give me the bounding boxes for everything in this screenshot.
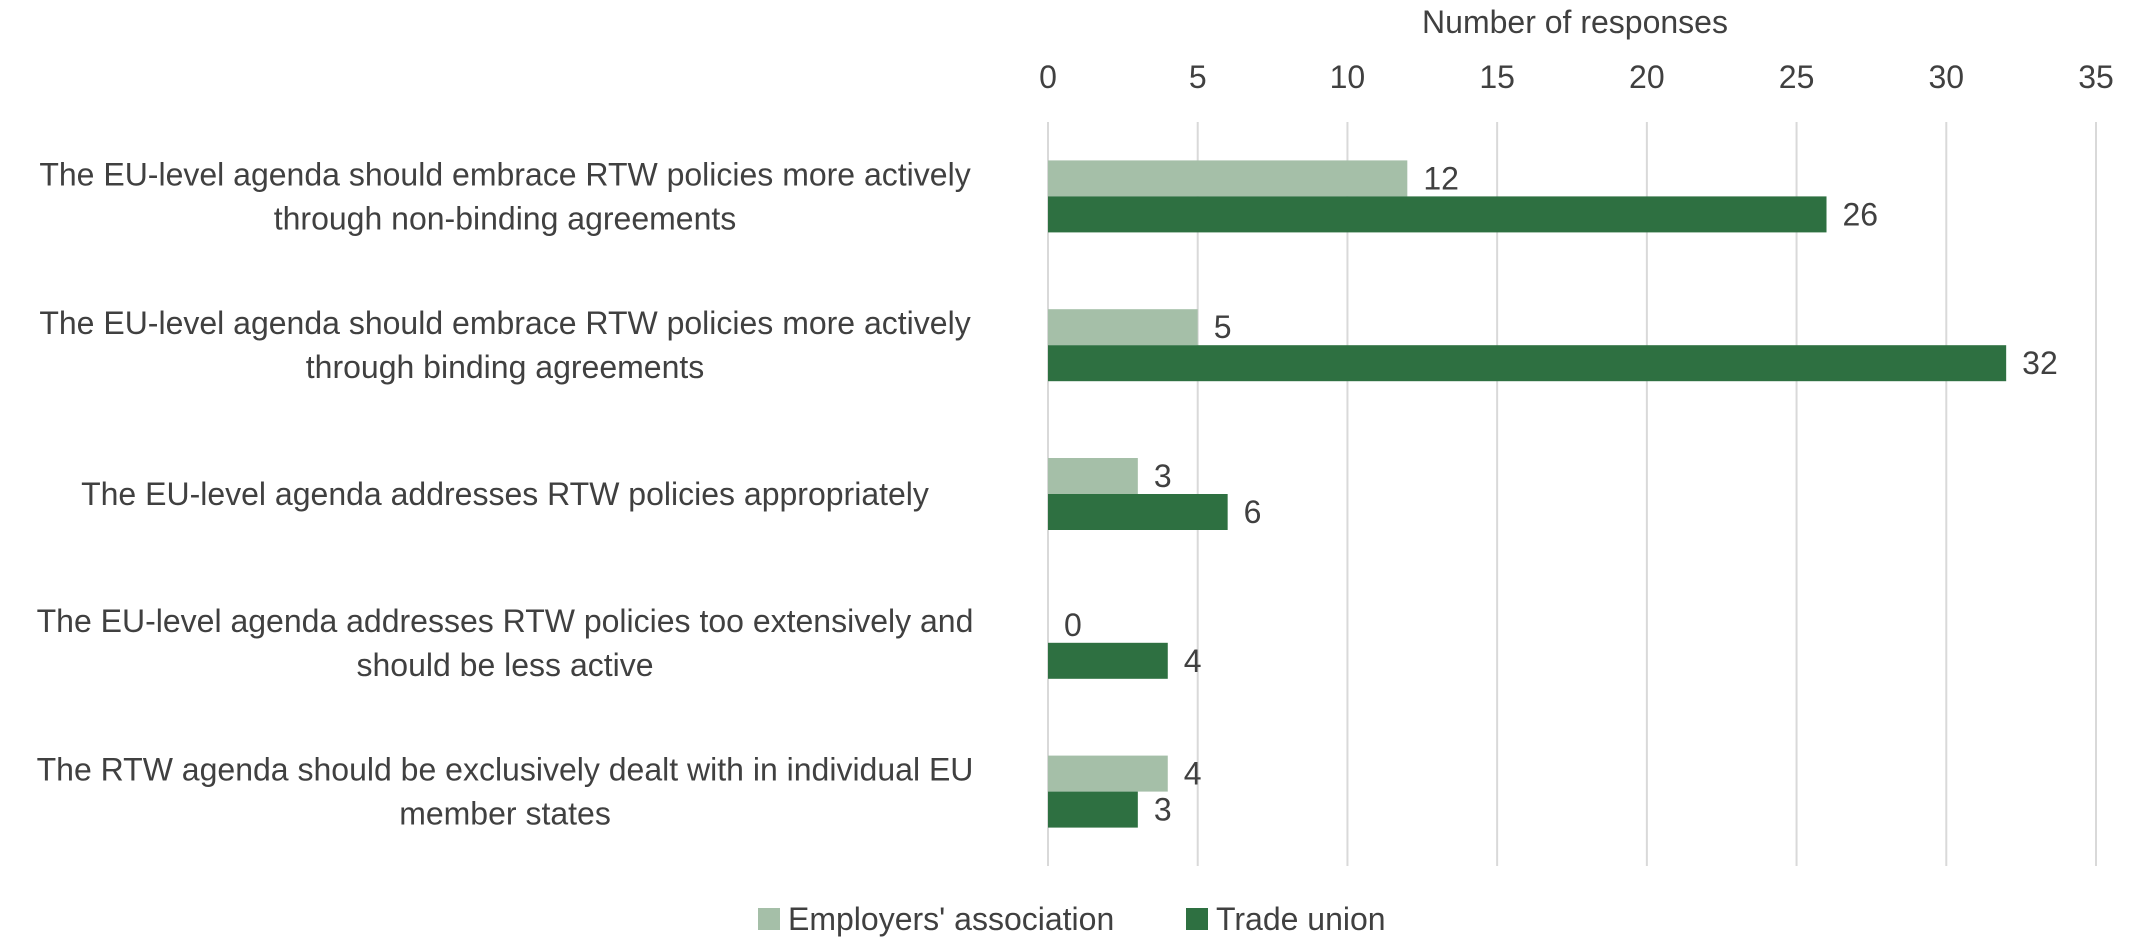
category-label-line: The EU-level agenda addresses RTW polici…: [37, 603, 974, 639]
category-label: The EU-level agenda should embrace RTW p…: [39, 156, 970, 236]
x-axis-ticks: 0 5 10 15 20 25 30 35: [1039, 59, 2114, 95]
bar-employers-association: [1048, 160, 1408, 197]
bar-trade-union: [1048, 196, 1827, 233]
data-label: 4: [1184, 756, 1202, 792]
x-tick-label: 20: [1629, 59, 1665, 95]
x-tick-label: 0: [1039, 59, 1057, 95]
x-tick-label: 5: [1189, 59, 1207, 95]
category-label: The EU-level agenda addresses RTW polici…: [37, 603, 974, 683]
data-label: 3: [1154, 792, 1172, 828]
category-label-line: should be less active: [356, 647, 653, 683]
category-label: The EU-level agenda addresses RTW polici…: [81, 476, 929, 512]
category-label-line: through non-binding agreements: [274, 200, 737, 236]
category-label-line: The RTW agenda should be exclusively dea…: [37, 752, 974, 788]
category-label-line: through binding agreements: [306, 349, 705, 385]
bar-trade-union: [1048, 494, 1228, 530]
category-label-line: The EU-level agenda should embrace RTW p…: [39, 156, 970, 192]
data-label: 0: [1064, 607, 1082, 643]
data-label: 32: [2022, 345, 2058, 381]
bar-trade-union: [1048, 642, 1168, 679]
x-tick-label: 25: [1779, 59, 1815, 95]
bar-trade-union: [1048, 345, 2007, 382]
data-label: 6: [1244, 494, 1262, 530]
category-label: The EU-level agenda should embrace RTW p…: [39, 305, 970, 385]
data-label: 4: [1184, 643, 1202, 679]
bar-employers-association: [1048, 309, 1198, 346]
category-label-line: The EU-level agenda addresses RTW polici…: [81, 476, 929, 512]
legend-swatch: [758, 908, 780, 930]
legend-swatch: [1186, 908, 1208, 930]
x-tick-label: 35: [2078, 59, 2114, 95]
legend: Employers' association Trade union: [758, 901, 1386, 937]
category-labels: The EU-level agenda should embrace RTW p…: [37, 156, 974, 831]
data-label: 3: [1154, 458, 1172, 494]
category-label: The RTW agenda should be exclusively dea…: [37, 752, 974, 832]
x-axis-title: Number of responses: [1422, 4, 1728, 40]
data-label: 5: [1214, 309, 1232, 345]
x-tick-label: 30: [1928, 59, 1964, 95]
legend-label: Employers' association: [788, 901, 1114, 937]
category-label-line: member states: [399, 796, 611, 832]
data-label: 12: [1423, 160, 1459, 196]
category-label-line: The EU-level agenda should embrace RTW p…: [39, 305, 970, 341]
bar-employers-association: [1048, 755, 1168, 792]
x-tick-label: 15: [1479, 59, 1515, 95]
data-label: 26: [1843, 196, 1879, 232]
x-tick-label: 10: [1330, 59, 1366, 95]
bar-trade-union: [1048, 791, 1138, 828]
bar-employers-association: [1048, 458, 1138, 494]
legend-label: Trade union: [1216, 901, 1386, 937]
gridlines: [1047, 122, 2097, 866]
